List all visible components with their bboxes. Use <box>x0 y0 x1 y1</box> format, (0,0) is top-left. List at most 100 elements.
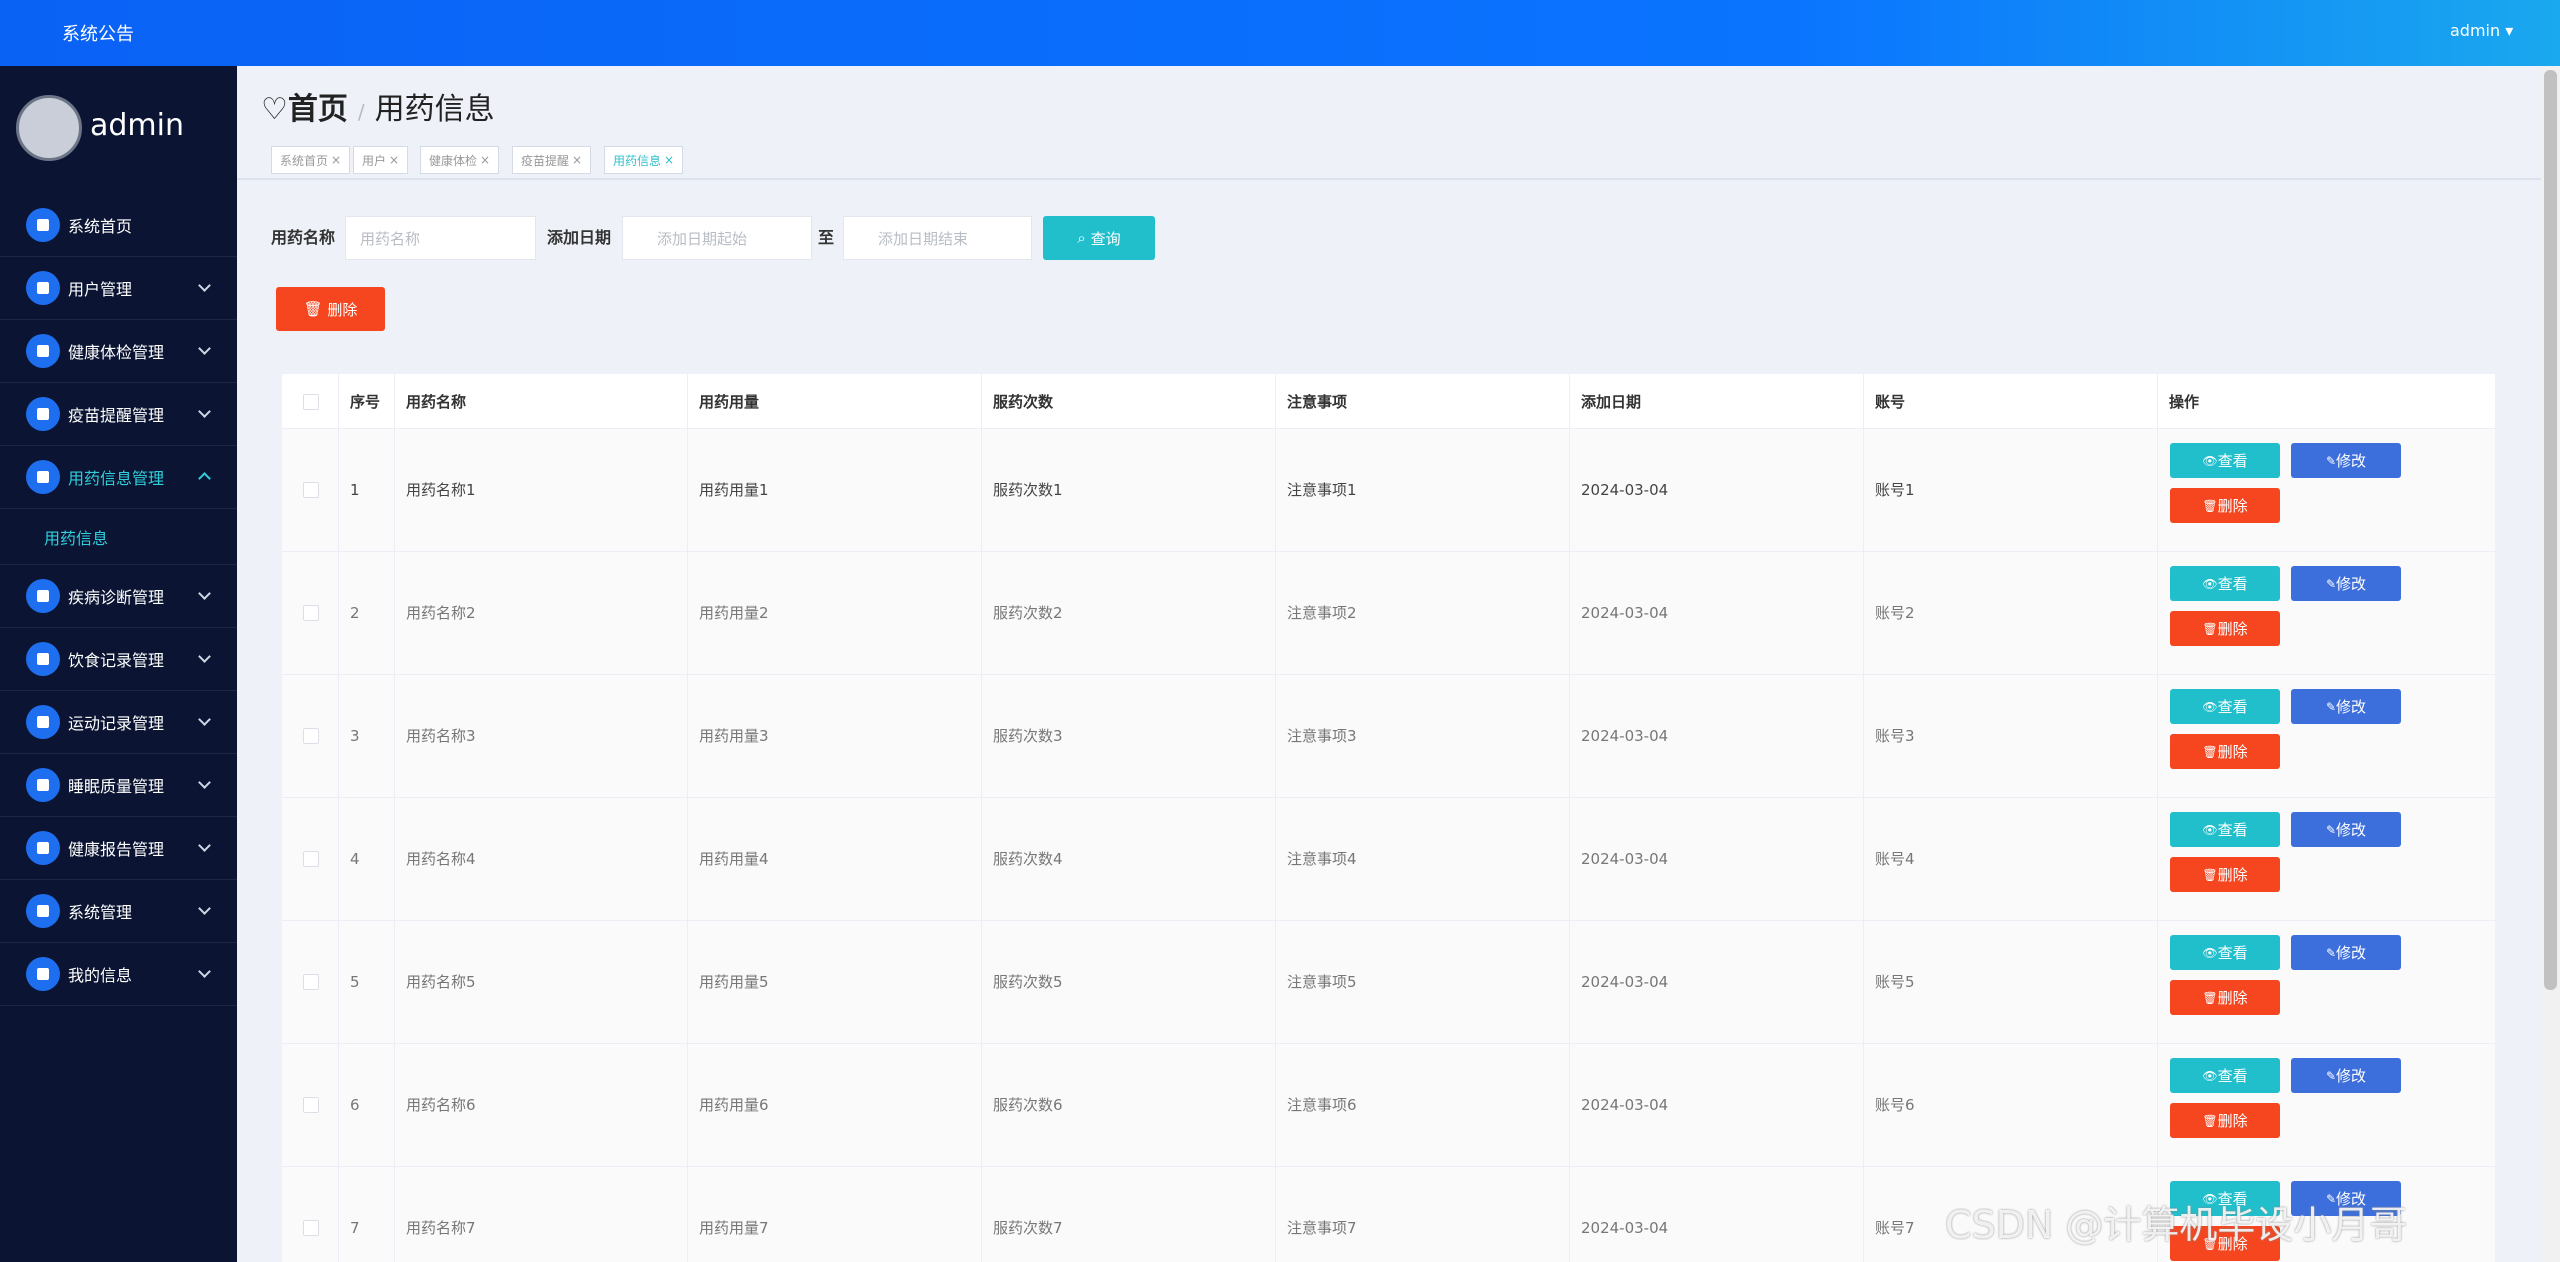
row-checkbox[interactable] <box>303 974 319 990</box>
action-button[interactable]: ✎ 修改 <box>2291 935 2401 970</box>
action-label: 删除 <box>2217 620 2248 638</box>
user-menu[interactable]: admin ▾ <box>2450 21 2514 40</box>
column-divider <box>687 374 688 1262</box>
menu-arrow <box>198 405 211 418</box>
menu-arrow <box>198 472 211 485</box>
action-button[interactable]: 🗑 删除 <box>2170 1103 2280 1138</box>
table-cell: 服药次数3 <box>993 727 1063 745</box>
table-cell: 账号7 <box>1875 1219 1915 1237</box>
table-cell: 用药名称7 <box>406 1219 476 1237</box>
action-button[interactable]: 🗑 删除 <box>2170 734 2280 769</box>
tab[interactable]: 用户 <box>353 146 409 174</box>
menu-item[interactable]: 系统管理 <box>0 880 237 943</box>
table-cell: 4 <box>350 849 360 868</box>
table-cell: 用药名称5 <box>406 973 476 991</box>
button-icon: 👁 <box>2202 453 2218 468</box>
table-cell: 用药名称4 <box>406 850 476 868</box>
button-icon: ✎ <box>2325 1068 2337 1083</box>
menu-icon <box>26 831 60 865</box>
menu-icon <box>26 957 60 991</box>
menu-item[interactable]: 睡眠质量管理 <box>0 754 237 817</box>
user-name: admin <box>2450 21 2501 40</box>
action-button[interactable]: 👁 查看 <box>2170 1058 2280 1093</box>
action-button[interactable]: 👁 查看 <box>2170 812 2280 847</box>
select-all-checkbox[interactable] <box>303 394 319 410</box>
table-cell: 用药用量6 <box>699 1096 769 1114</box>
row-checkbox[interactable] <box>303 851 319 867</box>
start-date-input[interactable]: 添加日期起始 <box>622 216 812 260</box>
row-checkbox[interactable] <box>303 1220 319 1236</box>
row-checkbox[interactable] <box>303 1097 319 1113</box>
notice-link[interactable]: 系统公告 <box>62 24 134 45</box>
menu-arrow <box>198 650 211 663</box>
table-cell: 2024-03-04 <box>1581 603 1669 622</box>
action-label: 查看 <box>2217 1067 2248 1085</box>
menu-item[interactable]: 健康报告管理 <box>0 817 237 880</box>
action-button[interactable]: ✎ 修改 <box>2291 443 2401 478</box>
query-button[interactable]: ⌕ 查询 <box>1043 216 1155 260</box>
menu-icon <box>26 397 60 431</box>
action-button[interactable]: 👁 查看 <box>2170 1181 2280 1216</box>
row-divider <box>282 428 2495 429</box>
action-button[interactable]: 👁 查看 <box>2170 689 2280 724</box>
submenu-item[interactable]: 用药信息 <box>0 509 237 565</box>
action-button[interactable]: ✎ 修改 <box>2291 1058 2401 1093</box>
breadcrumb: ♡首页 / 用药信息 <box>261 92 495 127</box>
action-label: 查看 <box>2217 698 2248 716</box>
menu-item[interactable]: 系统首页 <box>0 194 237 257</box>
tab[interactable]: 用药信息 <box>604 146 684 174</box>
table-cell: 2024-03-04 <box>1581 1218 1669 1237</box>
button-icon: 🗑 <box>2202 621 2218 636</box>
action-button[interactable]: ✎ 修改 <box>2291 689 2401 724</box>
menu-icon <box>26 705 60 739</box>
avatar <box>16 95 82 161</box>
table-cell: 用药名称1 <box>406 481 476 499</box>
action-button[interactable]: ✎ 修改 <box>2291 566 2401 601</box>
column-divider <box>394 374 395 1262</box>
menu-item[interactable]: 疫苗提醒管理 <box>0 383 237 446</box>
action-button[interactable]: 🗑 删除 <box>2170 980 2280 1015</box>
table-cell: 用药名称3 <box>406 727 476 745</box>
column-divider <box>981 374 982 1262</box>
action-button[interactable]: 👁 查看 <box>2170 566 2280 601</box>
menu-item[interactable]: 用药信息管理 <box>0 446 237 509</box>
row-checkbox[interactable] <box>303 728 319 744</box>
row-divider <box>282 1043 2495 1044</box>
action-button[interactable]: 🗑 删除 <box>2170 1226 2280 1261</box>
menu-item[interactable]: 用户管理 <box>0 257 237 320</box>
row-checkbox[interactable] <box>303 482 319 498</box>
action-button[interactable]: 🗑 删除 <box>2170 857 2280 892</box>
row-divider <box>282 1166 2495 1167</box>
tab[interactable]: 疫苗提醒 <box>512 146 592 174</box>
menu-icon <box>26 208 60 242</box>
table-cell: 2 <box>350 603 360 622</box>
action-button[interactable]: 🗑 删除 <box>2170 611 2280 646</box>
menu-item[interactable]: 饮食记录管理 <box>0 628 237 691</box>
breadcrumb-current: 用药信息 <box>374 92 495 127</box>
action-button[interactable]: 👁 查看 <box>2170 443 2280 478</box>
column-divider <box>1863 374 1864 1262</box>
menu-arrow <box>198 965 211 978</box>
menu-item[interactable]: 我的信息 <box>0 943 237 1006</box>
row-checkbox[interactable] <box>303 605 319 621</box>
action-label: 修改 <box>2336 944 2367 962</box>
menu-item[interactable]: 健康体检管理 <box>0 320 237 383</box>
menu-item[interactable]: 运动记录管理 <box>0 691 237 754</box>
menu-item[interactable]: 疾病诊断管理 <box>0 565 237 628</box>
tab[interactable]: 健康体检 <box>420 146 500 174</box>
button-icon: 🗑 <box>2202 867 2218 882</box>
breadcrumb-home[interactable]: 首页 <box>287 92 348 127</box>
batch-delete-button[interactable]: 🗑 删除 <box>276 287 385 331</box>
end-date-input[interactable]: 添加日期结束 <box>843 216 1032 260</box>
action-button[interactable]: ✎ 修改 <box>2291 812 2401 847</box>
name-input[interactable]: 用药名称 <box>345 216 536 260</box>
action-button[interactable]: 🗑 删除 <box>2170 488 2280 523</box>
column-header: 添加日期 <box>1569 374 1863 428</box>
table-cell: 7 <box>350 1218 360 1237</box>
action-label: 查看 <box>2217 944 2248 962</box>
action-label: 修改 <box>2336 452 2367 470</box>
action-button[interactable]: ✎ 修改 <box>2291 1181 2401 1216</box>
tab[interactable]: 系统首页 <box>271 146 351 174</box>
action-button[interactable]: 👁 查看 <box>2170 935 2280 970</box>
